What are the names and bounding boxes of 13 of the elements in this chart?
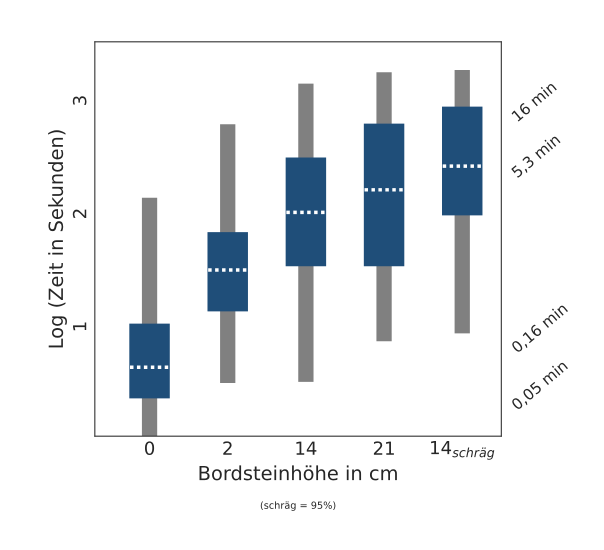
text: (schräg = 95%) — [260, 501, 336, 511]
y-tick-label: 1 — [73, 322, 86, 330]
y2-tick-label: 5,3 min — [510, 133, 562, 180]
y-axis-title: Log (Zeit in Sekunden) — [48, 130, 67, 348]
x-tick-label: 14$_{schräg}$ — [431, 441, 494, 460]
y-tick-label: 2 — [72, 210, 86, 218]
y2-tick-label: 16 min — [510, 80, 557, 122]
x-axis-title: Bordsteinhöhe in cm — [200, 465, 397, 480]
x-tick-label: 21 — [374, 441, 394, 455]
x-tick-label: 0 — [144, 441, 154, 455]
y-tick-label: 3 — [72, 96, 86, 105]
x-tick-label: 2 — [223, 441, 232, 455]
x-tick-label: 14 — [296, 442, 316, 455]
